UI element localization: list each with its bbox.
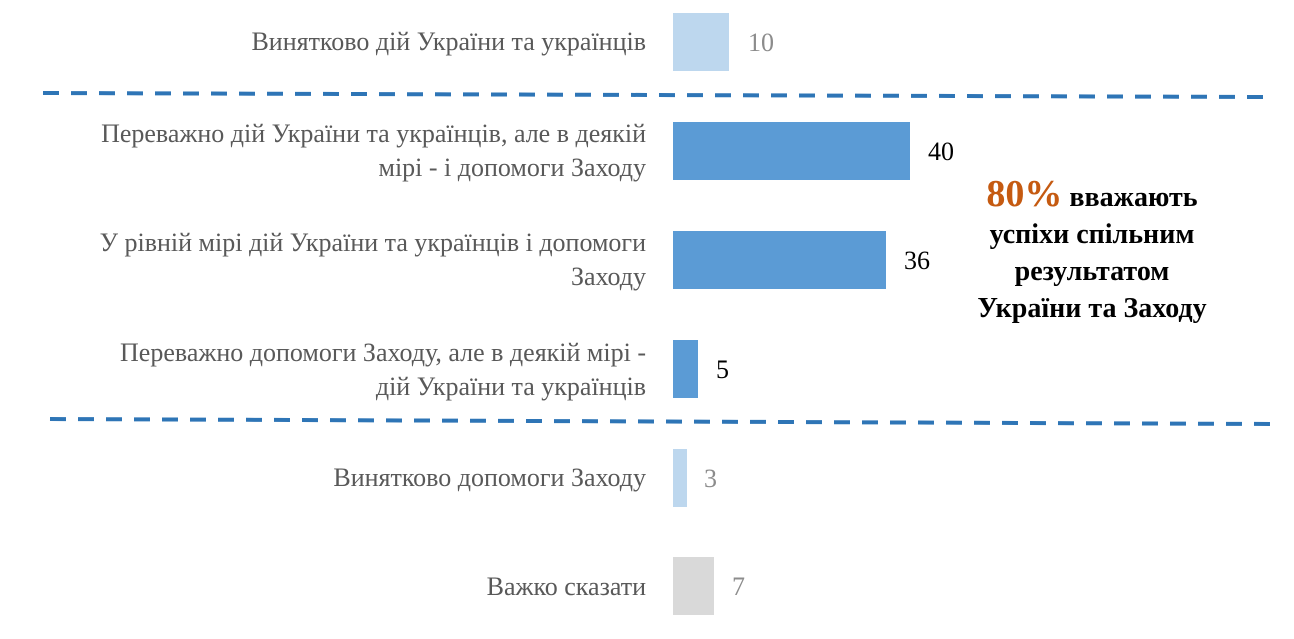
category-label-exclusively-ukraine: Винятково дій України та українців bbox=[251, 25, 646, 59]
category-label-equally: У рівній мірі дій України та українців і… bbox=[100, 226, 646, 294]
label-line: дій України та українців bbox=[375, 372, 646, 401]
callout-text: вважають bbox=[1062, 182, 1198, 213]
callout-percent: 80% bbox=[986, 173, 1063, 215]
label-line: Заходу bbox=[570, 262, 646, 291]
category-label-mostly-ukraine: Переважно дій України та українців, але … bbox=[101, 117, 646, 185]
bar-mostly-ukraine bbox=[673, 122, 910, 180]
bar-hard-to-say bbox=[673, 557, 714, 615]
bar-exclusively-ukraine bbox=[673, 13, 729, 71]
label-line: Винятково дій України та українців bbox=[251, 27, 646, 56]
divider-top bbox=[42, 91, 1267, 99]
value-label-mostly-west: 5 bbox=[716, 355, 729, 384]
callout-line-4: України та Заходу bbox=[977, 293, 1207, 324]
callout-line-1: 80% вважають bbox=[940, 173, 1244, 216]
label-line: Важко сказати bbox=[486, 572, 646, 601]
value-label-equally: 36 bbox=[904, 246, 930, 275]
label-line: У рівній мірі дій України та українців і… bbox=[99, 228, 646, 257]
bar-exclusively-west bbox=[673, 449, 687, 507]
category-label-mostly-west: Переважно допомоги Заходу, але в деякій … bbox=[120, 336, 646, 404]
value-label-mostly-ukraine: 40 bbox=[928, 137, 954, 166]
callout-line-3: результатом bbox=[1014, 256, 1170, 287]
label-line: Переважно дій України та українців, але … bbox=[101, 119, 646, 148]
value-label-exclusively-west: 3 bbox=[704, 464, 717, 493]
category-label-hard-to-say: Важко сказати bbox=[487, 570, 646, 604]
callout-line-2: успіхи спільним bbox=[989, 219, 1195, 250]
bar-equally bbox=[673, 231, 886, 289]
value-label-hard-to-say: 7 bbox=[732, 572, 745, 601]
bar-mostly-west bbox=[673, 340, 698, 398]
label-line: Винятково допомоги Заходу bbox=[333, 463, 646, 492]
summary-callout: 80% вважають успіхи спільним результатом… bbox=[940, 173, 1244, 327]
label-line: мірі - і допомоги Заходу bbox=[378, 153, 646, 182]
label-line: Переважно допомоги Заходу, але в деякій … bbox=[120, 338, 646, 367]
value-label-exclusively-ukraine: 10 bbox=[748, 28, 774, 57]
divider-bottom bbox=[49, 417, 1271, 426]
category-label-exclusively-west: Винятково допомоги Заходу bbox=[333, 461, 646, 495]
